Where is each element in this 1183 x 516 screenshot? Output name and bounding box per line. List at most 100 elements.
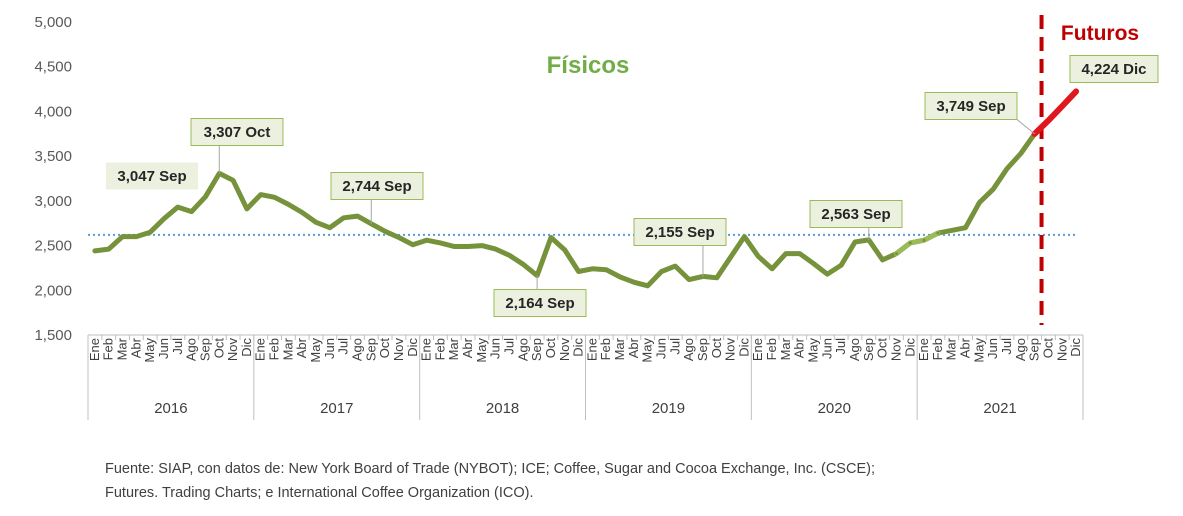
callout-2-155-sep: 2,155 Sep [633,218,727,277]
data-point-fisicos [950,228,954,232]
month-tick-label: Jul [667,338,682,355]
data-point-fisicos [1005,167,1009,171]
callout-3-047-sep: 3,047 Sep [106,162,198,190]
month-tick-label: Oct [543,338,558,359]
month-tick-label: Abr [128,337,143,358]
callout-box [1069,55,1159,83]
year-label: 2020 [818,400,851,417]
data-point-fisicos [148,230,152,234]
month-tick-label: Jun [985,338,1000,359]
month-tick-label: Oct [875,338,890,359]
callout-label: 3,749 Sep [936,98,1005,115]
month-tick-label: Nov [1054,338,1069,362]
callout-2-744-sep: 2,744 Sep [330,172,424,224]
month-tick-label: Feb [432,338,447,360]
month-tick-label: Sep [363,338,378,361]
data-point-fisicos [328,226,332,230]
month-tick-label: Oct [211,338,226,359]
data-point-fisicos [908,241,912,245]
coffee-price-chart: 1,500 2,000 2,500 3,000 3,500 4,000 4,500 5,000… [34,14,1159,420]
month-tick-label: Mar [280,337,295,360]
month-tick-label: Ene [253,338,268,361]
month-tick-label: May [474,338,489,363]
data-point-fisicos [425,238,429,242]
month-tick-label: Jul [336,338,351,355]
callout-4-224-dic: 4,224 Dic [1069,55,1159,83]
month-tick-label: Jul [170,338,185,355]
month-tick-label: Ago [847,338,862,361]
month-tick-label: Oct [709,338,724,359]
year-label: 2021 [983,400,1016,417]
data-point-fisicos [784,252,788,256]
data-point-fisicos [355,214,359,218]
month-tick-label: Nov [557,338,572,362]
month-tick-label: Mar [115,337,130,360]
data-point-fisicos [411,243,415,247]
series-line-fisicos-highlight [893,230,941,257]
callout-box [809,200,903,228]
data-point-fisicos [991,187,995,191]
month-tick-label: Abr [792,337,807,358]
data-point-fisicos [397,236,401,240]
data-point-fisicos [660,270,664,274]
data-point-fisicos [342,216,346,220]
month-tick-label: Feb [101,338,116,360]
month-tick-label: Dic [1068,338,1083,357]
month-tick-label: Feb [598,338,613,360]
callout-2-164-sep: 2,164 Sep [493,275,587,317]
data-point-futuros [1074,89,1078,93]
month-tick-label: Feb [267,338,282,360]
month-tick-label: Abr [460,337,475,358]
month-tick-label: Ago [349,338,364,361]
month-tick-label: Ene [419,338,434,361]
y-tick-label: 4,500 [34,59,72,76]
data-point-fisicos [549,236,553,240]
data-point-fisicos [894,252,898,256]
source-line-2: Futures. Trading Charts; e International… [105,485,534,501]
month-tick-label: Jun [322,338,337,359]
data-point-fisicos [314,220,318,224]
month-tick-label: Nov [723,338,738,362]
data-point-fisicos [853,240,857,244]
month-tick-label: Sep [197,338,212,361]
y-tick-label: 2,000 [34,282,72,299]
month-tick-label: Mar [446,337,461,360]
source-line-1: Fuente: SIAP, con datos de: New York Boa… [105,461,875,477]
data-point-fisicos [632,280,636,284]
month-tick-label: May [806,338,821,363]
data-point-fisicos [190,210,194,214]
data-point-fisicos [245,207,249,211]
month-tick-label: Dic [902,338,917,357]
callout-label: 3,047 Sep [117,168,186,185]
data-point-fisicos [466,244,470,248]
y-tick-label: 5,000 [34,14,72,31]
data-point-fisicos [438,241,442,245]
month-tick-label: May [142,338,157,363]
data-point-fisicos [521,262,525,266]
data-point-fisicos [687,278,691,282]
y-tick-label: 1,500 [34,327,72,344]
callout-box [924,92,1018,120]
month-tick-label: Ago [184,338,199,361]
month-tick-label: Mar [778,337,793,360]
callout-3-749-sep: 3,749 Sep [924,92,1035,135]
month-tick-label: Ago [681,338,696,361]
data-point-fisicos [1019,151,1023,155]
data-point-fisicos [93,249,97,253]
month-tick-label: Nov [888,338,903,362]
callout-leader-line [1016,119,1035,135]
data-point-fisicos [604,268,608,272]
data-point-fisicos [563,248,567,252]
data-point-fisicos [756,254,760,258]
data-point-fisicos [203,195,207,199]
month-tick-label: May [971,338,986,363]
month-tick-label: Abr [294,337,309,358]
month-tick-label: May [640,338,655,363]
data-point-fisicos [162,217,166,221]
month-tick-label: Jun [654,338,669,359]
data-point-fisicos [839,263,843,267]
data-point-fisicos [452,244,456,248]
year-label: 2017 [320,400,353,417]
y-tick-label: 3,000 [34,193,72,210]
data-point-fisicos [977,201,981,205]
